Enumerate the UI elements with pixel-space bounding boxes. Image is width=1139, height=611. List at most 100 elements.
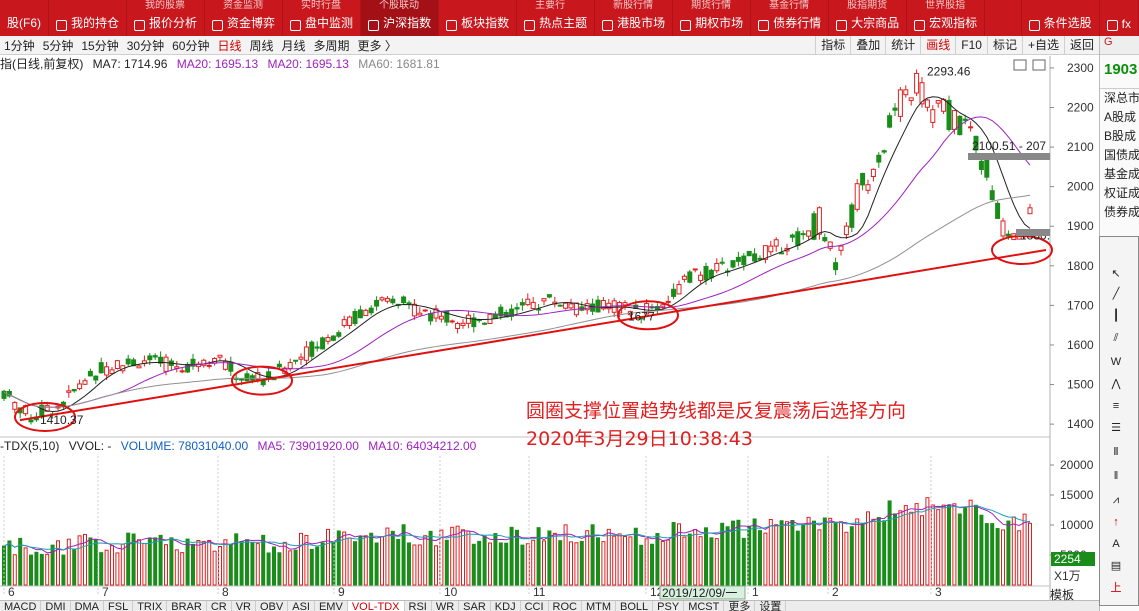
volume-bar — [655, 533, 660, 586]
toolbar-button[interactable]: 返回 — [1063, 35, 1099, 55]
period-tab[interactable]: 周线 — [249, 38, 274, 53]
nav-item-sub: 期货行情 — [691, 0, 732, 11]
indicator-tab[interactable]: MTM — [582, 601, 617, 611]
top-navigation-bar: 股(F6) 我的持仓 我的股票 报价分析 资金监测 资金博弈 实时行盘 盘中监测 个股联动 沪深指… — [0, 0, 1139, 36]
vertical-line-icon[interactable]: ┃ — [1112, 310, 1120, 322]
toolbar-button[interactable]: +自选 — [1021, 35, 1064, 55]
box-tool-icon[interactable]: ▤ — [1110, 560, 1122, 572]
bars-tool-icon[interactable]: ‖ — [1113, 470, 1119, 482]
up-marker-icon[interactable]: 上 — [1110, 582, 1122, 594]
indicator-tab[interactable]: ROC — [549, 601, 582, 611]
indicator-tab[interactable]: BOLL — [616, 601, 654, 611]
nav-item[interactable]: 主要行 热点主题 — [517, 0, 596, 36]
nav-item[interactable]: 实时行盘 盘中监测 — [283, 0, 362, 36]
indicator-tab[interactable]: CR — [207, 601, 232, 611]
nav-item[interactable]: 我的持仓 — [49, 0, 128, 36]
wave-tool-icon[interactable]: W — [1110, 356, 1122, 368]
period-tab[interactable]: 60分钟 — [172, 38, 210, 53]
nav-item[interactable]: 板块指数 — [439, 0, 518, 36]
indicator-tab[interactable]: KDJ — [491, 601, 521, 611]
right-panel-item[interactable]: 债券成 — [1104, 205, 1139, 219]
indicator-tab[interactable]: EMV — [315, 601, 348, 611]
up-arrow-icon[interactable]: ↑ — [1113, 516, 1119, 528]
indicator-tab[interactable]: DMA — [71, 601, 105, 611]
volume-bar — [326, 528, 330, 586]
nav-item[interactable]: 条件选股 — [1020, 0, 1100, 36]
nav-item[interactable]: 基金行情 债券行情 — [751, 0, 830, 36]
toolbar-button[interactable]: 指标 — [815, 35, 850, 55]
toolbar-button[interactable]: 画线 — [920, 35, 955, 55]
fib-tool-icon[interactable]: ≡ — [1112, 400, 1120, 412]
indicator-tab[interactable]: SAR — [459, 601, 491, 611]
indicator-tab[interactable]: PSY — [653, 601, 685, 611]
kline-chart[interactable]: 2300 2200 2100 2000 1900 1800 1700 1600 1500 1400… — [0, 0, 1099, 600]
nav-item[interactable]: 期货行情 期权市场 — [673, 0, 752, 36]
volume-bar — [369, 532, 374, 586]
bracket-tool-icon[interactable]: Ⅱ — [1113, 446, 1119, 458]
nav-item[interactable]: 世界股指 宏观指标 — [907, 0, 986, 36]
volume-bar — [687, 533, 692, 586]
candle-body — [665, 300, 671, 303]
zigzag-tool-icon[interactable]: ⋀ — [1111, 378, 1121, 390]
candle-body — [903, 89, 909, 96]
parallel-line-icon[interactable]: ⫽ — [1113, 332, 1119, 344]
line-tool-icon[interactable]: ╱ — [1112, 288, 1120, 300]
indicator-tab[interactable]: 更多 — [724, 601, 756, 611]
cursor-icon[interactable]: ↖ — [1111, 268, 1121, 280]
nav-item-label: 盘中监测 — [305, 16, 354, 30]
period-tab[interactable]: 1分钟 — [4, 38, 35, 53]
nav-item[interactable]: 股指期货 大宗商品 — [829, 0, 908, 36]
right-panel-item[interactable]: B股成 — [1104, 129, 1137, 143]
toolbar-button[interactable]: 标记 — [986, 35, 1022, 55]
fan-tool-icon[interactable]: ⩘ — [1112, 494, 1120, 506]
support-trendline — [19, 248, 1047, 422]
indicator-tab[interactable]: OBV — [256, 601, 289, 611]
indicator-tab[interactable]: BRAR — [167, 601, 207, 611]
indicator-tab[interactable]: DMI — [41, 601, 71, 611]
volume-bar — [488, 542, 492, 586]
period-tab[interactable]: 多周期 — [313, 38, 350, 53]
volume-bar — [358, 535, 363, 586]
toolbar-button[interactable]: F10 — [955, 35, 987, 55]
nav-item[interactable]: fx — [1100, 0, 1139, 36]
indicator-tab[interactable]: FSL — [104, 601, 134, 611]
period-tab[interactable]: 更多 〉 — [357, 38, 397, 53]
candle-body — [514, 307, 520, 310]
nav-item[interactable]: 个股联动 沪深指数 — [361, 0, 440, 36]
period-tab[interactable]: 15分钟 — [81, 38, 119, 53]
volume-bar — [482, 535, 487, 586]
indicator-tab[interactable]: VR — [232, 601, 256, 611]
indicator-tab[interactable]: RSI — [405, 601, 432, 611]
candle-body — [860, 172, 866, 186]
nav-item[interactable]: 股(F6) — [0, 0, 49, 36]
indicator-tab[interactable]: WR — [432, 601, 460, 611]
nav-item[interactable]: 我的股票 报价分析 — [127, 0, 206, 36]
period-tab[interactable]: 5分钟 — [42, 38, 74, 53]
indicator-tab[interactable]: 设置 — [755, 601, 787, 611]
indicator-tab[interactable]: MACD — [0, 601, 42, 611]
indicator-tab[interactable]: CCI — [521, 601, 549, 611]
right-panel-item[interactable]: 国债成 — [1104, 148, 1139, 162]
bottom-right-label[interactable]: 模板 — [1050, 588, 1075, 602]
right-panel-item[interactable]: 基金成 — [1104, 167, 1139, 181]
right-panel-item[interactable]: 权证成 — [1104, 186, 1139, 200]
nav-item[interactable]: 资金监测 资金博弈 — [205, 0, 284, 36]
text-tool-icon[interactable]: A — [1112, 538, 1120, 550]
period-tab[interactable]: 日线 — [217, 38, 242, 53]
toolbar-button[interactable]: 叠加 — [850, 35, 885, 55]
panel-close-icon[interactable] — [1032, 59, 1046, 71]
toolbar-button[interactable]: 统计 — [885, 35, 920, 55]
indicator-tab[interactable]: TRIX — [133, 601, 168, 611]
panel-toggle-icon[interactable] — [1013, 59, 1027, 71]
indicator-tab[interactable]: MCST — [684, 601, 725, 611]
volume-bar — [282, 541, 287, 586]
indicator-tab[interactable]: VOL-TDX — [347, 601, 405, 611]
right-panel-item[interactable]: A股成 — [1104, 110, 1137, 124]
right-panel-item[interactable]: 深总市 — [1104, 91, 1139, 105]
channel-tool-icon[interactable]: ☰ — [1111, 422, 1121, 434]
period-tab[interactable]: 30分钟 — [126, 38, 165, 53]
indicator-tab[interactable]: ASI — [288, 601, 315, 611]
candle-body — [525, 298, 531, 306]
period-tab[interactable]: 月线 — [281, 38, 306, 53]
nav-item[interactable]: 新股行情 港股市场 — [595, 0, 674, 36]
